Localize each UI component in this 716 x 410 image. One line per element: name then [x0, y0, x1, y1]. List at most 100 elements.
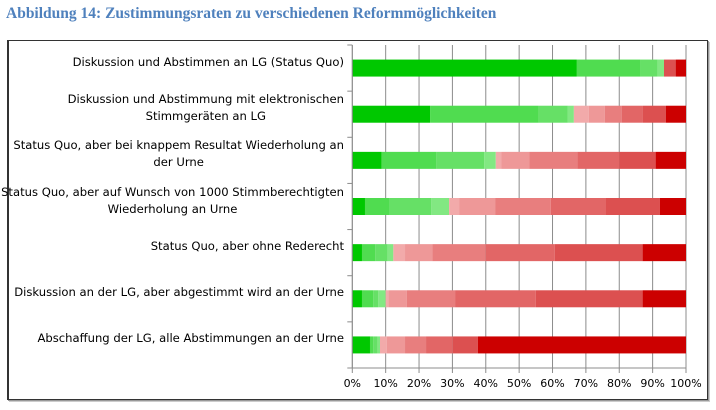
bar-segment	[657, 59, 664, 77]
bar-segment	[369, 336, 374, 354]
bar-segment	[379, 336, 387, 354]
bar-row	[352, 198, 686, 215]
bar-segment	[436, 151, 485, 169]
bar-segment	[405, 244, 433, 262]
bar-segment	[501, 151, 530, 169]
bar-segment	[389, 198, 432, 215]
frame-inner-border	[8, 41, 9, 399]
bars	[352, 59, 686, 354]
category-label: Diskussion und Abstimmen an LG (Status Q…	[73, 54, 344, 71]
category-label-line: Diskussion und Abstimmung mit elektronis…	[67, 92, 344, 107]
bar-segment	[406, 290, 456, 308]
bar-segment	[377, 336, 380, 354]
category-label-line: Wiederholung an Urne	[107, 201, 238, 216]
x-tick-label: 30%	[440, 377, 464, 390]
bar-segment	[495, 198, 551, 215]
bar-segment	[550, 198, 606, 215]
bar-row	[352, 59, 686, 77]
bar-segment	[426, 336, 453, 354]
bar-segment	[378, 290, 386, 308]
bar-segment	[373, 336, 378, 354]
x-tick-label: 70%	[574, 377, 598, 390]
bar-segment	[529, 151, 578, 169]
x-tick-label: 20%	[407, 377, 431, 390]
category-label: Status Quo, aber auf Wunsch von 1000 Sti…	[1, 184, 344, 218]
bar-segment	[659, 198, 686, 215]
bar-segment	[655, 151, 686, 169]
bar-segment	[375, 244, 388, 262]
bar-segment	[455, 290, 536, 308]
bar-segment	[485, 244, 555, 262]
bar-segment	[432, 244, 486, 262]
bar-segment	[385, 290, 389, 308]
bar-segment	[535, 290, 643, 308]
bar-row	[352, 151, 686, 169]
bar-segment	[675, 59, 686, 77]
bar-segment	[663, 59, 676, 77]
bar-segment	[576, 59, 641, 77]
bar-segment	[495, 151, 502, 169]
bar-row	[352, 105, 686, 123]
bar-segment	[386, 336, 406, 354]
bar-segment	[577, 151, 620, 169]
x-axis: 0% 10% 20% 30% 40% 50% 60% 70% 80% 90% 100%	[344, 44, 702, 390]
bar-row	[352, 290, 686, 308]
bar-segment	[452, 336, 478, 354]
bar-segment	[619, 151, 656, 169]
bar-segment	[449, 198, 460, 215]
x-tick-label: 40%	[474, 377, 498, 390]
category-label: Diskussion und Abstimmung mit elektronis…	[68, 91, 344, 125]
bar-segment	[373, 290, 379, 308]
category-label-line: Stimmgeräten an LG	[145, 109, 266, 124]
bar-segment	[567, 105, 574, 123]
bar-segment	[388, 290, 407, 308]
bar-segment	[387, 244, 394, 262]
bar-segment	[640, 59, 658, 77]
x-tick-label: 100%	[670, 377, 701, 390]
category-label-line: Status Quo, aber auf Wunsch von 1000 Sti…	[1, 184, 344, 199]
figure-title: Abbildung 14: Zustimmungsraten zu versch…	[6, 5, 497, 22]
bar-segment	[430, 105, 539, 123]
bar-segment	[605, 198, 660, 215]
bar-segment	[554, 244, 643, 262]
bar-segment	[665, 105, 686, 123]
bar-segment	[393, 244, 406, 262]
bar-segment	[352, 105, 431, 123]
bar-segment	[604, 105, 622, 123]
bar-segment	[431, 198, 450, 215]
bar-segment	[361, 290, 374, 308]
bar-row	[352, 244, 686, 262]
category-label: Diskussion an der LG, aber abgestimmt wi…	[14, 284, 344, 301]
bar-segment	[352, 244, 362, 262]
bar-segment	[361, 244, 376, 262]
x-tick-label: 60%	[540, 377, 564, 390]
x-tick-label: 0%	[344, 377, 361, 390]
category-label: Status Quo, aber bei knappem Resultat Wi…	[13, 137, 344, 171]
category-label-line: Diskussion und Abstimmen an LG (Status Q…	[72, 54, 344, 69]
bar-segment	[477, 336, 686, 354]
x-tick-label: 90%	[640, 377, 664, 390]
bar-segment	[573, 105, 589, 123]
category-label: Abschaffung der LG, alle Abstimmungen an…	[37, 330, 344, 347]
bar-segment	[642, 105, 666, 123]
bar-segment	[642, 244, 686, 262]
bar-segment	[538, 105, 568, 123]
bar-row	[352, 336, 686, 354]
bar-segment	[642, 290, 686, 308]
category-label-line: Status Quo, aber bei knappem Resultat Wi…	[13, 138, 344, 153]
category-label-line: Diskussion an der LG, aber abgestimmt wi…	[14, 285, 344, 300]
x-tick-label: 80%	[607, 377, 631, 390]
bar-segment	[459, 198, 496, 215]
category-label-line: Status Quo, aber ohne Rederecht	[150, 239, 344, 254]
bar-segment	[352, 336, 370, 354]
category-label: Status Quo, aber ohne Rederecht	[151, 238, 344, 255]
x-tick-label: 10%	[373, 377, 397, 390]
bar-segment	[621, 105, 643, 123]
bar-segment	[381, 151, 437, 169]
bar-segment	[588, 105, 605, 123]
bar-segment	[352, 198, 365, 215]
bar-segment	[364, 198, 390, 215]
category-label-line: der Urne	[153, 155, 204, 170]
category-label-line: Abschaffung der LG, alle Abstimmungen an…	[37, 331, 344, 346]
